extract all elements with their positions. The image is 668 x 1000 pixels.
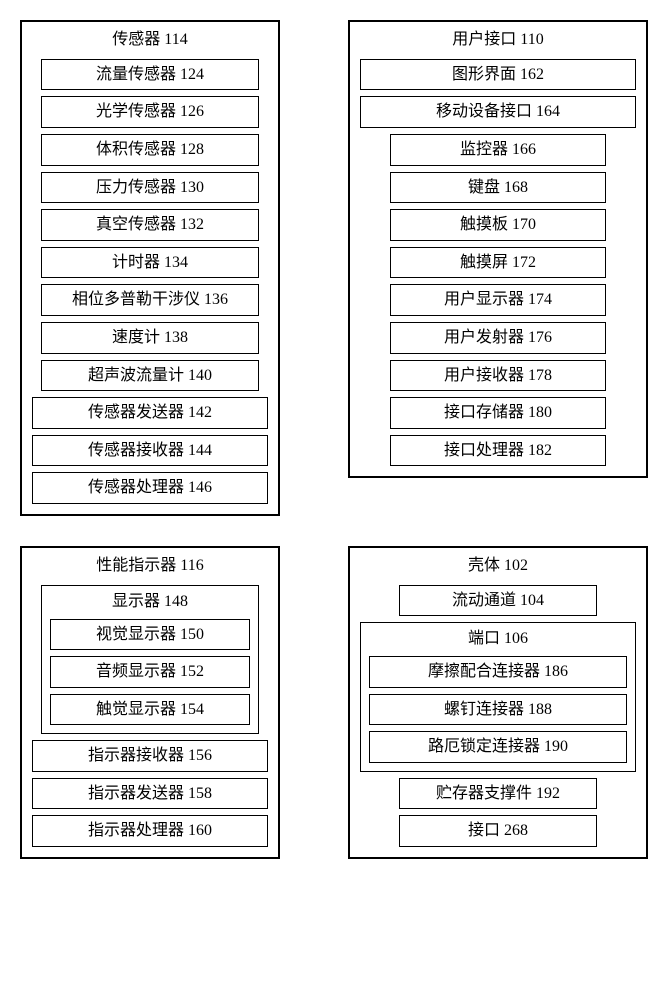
ui-item: 接口处理器 182: [390, 435, 605, 467]
sensor-item: 流量传感器 124: [41, 59, 258, 91]
sensor-item: 光学传感器 126: [41, 96, 258, 128]
ui-item: 图形界面 162: [360, 59, 636, 91]
indicator-item: 指示器处理器 160: [32, 815, 268, 847]
display-item: 触觉显示器 154: [50, 694, 249, 726]
ui-item: 键盘 168: [390, 172, 605, 204]
module-indicator: 性能指示器 116 显示器 148 视觉显示器 150 音频显示器 152 触觉…: [20, 546, 280, 859]
port-item: 摩擦配合连接器 186: [369, 656, 627, 688]
sensor-item: 真空传感器 132: [41, 209, 258, 241]
port-item: 路厄锁定连接器 190: [369, 731, 627, 763]
housing-item: 流动通道 104: [399, 585, 598, 617]
indicator-item: 指示器发送器 158: [32, 778, 268, 810]
sensor-item: 传感器接收器 144: [32, 435, 268, 467]
module-user-interface-title: 用户接口 110: [452, 30, 543, 51]
sensor-item: 计时器 134: [41, 247, 258, 279]
ui-item: 移动设备接口 164: [360, 96, 636, 128]
ui-item: 触摸屏 172: [390, 247, 605, 279]
ui-item: 用户显示器 174: [390, 284, 605, 316]
sensor-item: 速度计 138: [41, 322, 258, 354]
ui-item: 用户发射器 176: [390, 322, 605, 354]
module-indicator-title: 性能指示器 116: [96, 556, 203, 577]
module-sensors-title: 传感器 114: [112, 30, 187, 51]
module-user-interface: 用户接口 110 图形界面 162 移动设备接口 164 监控器 166 键盘 …: [348, 20, 648, 478]
sensor-item: 相位多普勒干涉仪 136: [41, 284, 258, 316]
sensor-item: 传感器发送器 142: [32, 397, 268, 429]
sub-module-display: 显示器 148 视觉显示器 150 音频显示器 152 触觉显示器 154: [41, 585, 258, 735]
ui-item: 触摸板 170: [390, 209, 605, 241]
display-item: 视觉显示器 150: [50, 619, 249, 651]
module-sensors: 传感器 114 流量传感器 124 光学传感器 126 体积传感器 128 压力…: [20, 20, 280, 516]
sensor-item: 传感器处理器 146: [32, 472, 268, 504]
ui-item: 接口存储器 180: [390, 397, 605, 429]
display-item: 音频显示器 152: [50, 656, 249, 688]
module-housing-title: 壳体 102: [468, 556, 528, 577]
sub-module-port-title: 端口 106: [468, 629, 528, 650]
row-2: 性能指示器 116 显示器 148 视觉显示器 150 音频显示器 152 触觉…: [20, 546, 648, 859]
row-1: 传感器 114 流量传感器 124 光学传感器 126 体积传感器 128 压力…: [20, 20, 648, 516]
sub-module-port: 端口 106 摩擦配合连接器 186 螺钉连接器 188 路厄锁定连接器 190: [360, 622, 636, 772]
sensor-item: 压力传感器 130: [41, 172, 258, 204]
ui-item: 监控器 166: [390, 134, 605, 166]
ui-item: 用户接收器 178: [390, 360, 605, 392]
indicator-item: 指示器接收器 156: [32, 740, 268, 772]
sub-module-display-title: 显示器 148: [112, 592, 188, 613]
sensor-item: 超声波流量计 140: [41, 360, 258, 392]
port-item: 螺钉连接器 188: [369, 694, 627, 726]
housing-item: 贮存器支撑件 192: [399, 778, 598, 810]
diagram-root: 传感器 114 流量传感器 124 光学传感器 126 体积传感器 128 压力…: [20, 20, 648, 859]
module-housing: 壳体 102 流动通道 104 端口 106 摩擦配合连接器 186 螺钉连接器…: [348, 546, 648, 859]
housing-item: 接口 268: [399, 815, 598, 847]
sensor-item: 体积传感器 128: [41, 134, 258, 166]
